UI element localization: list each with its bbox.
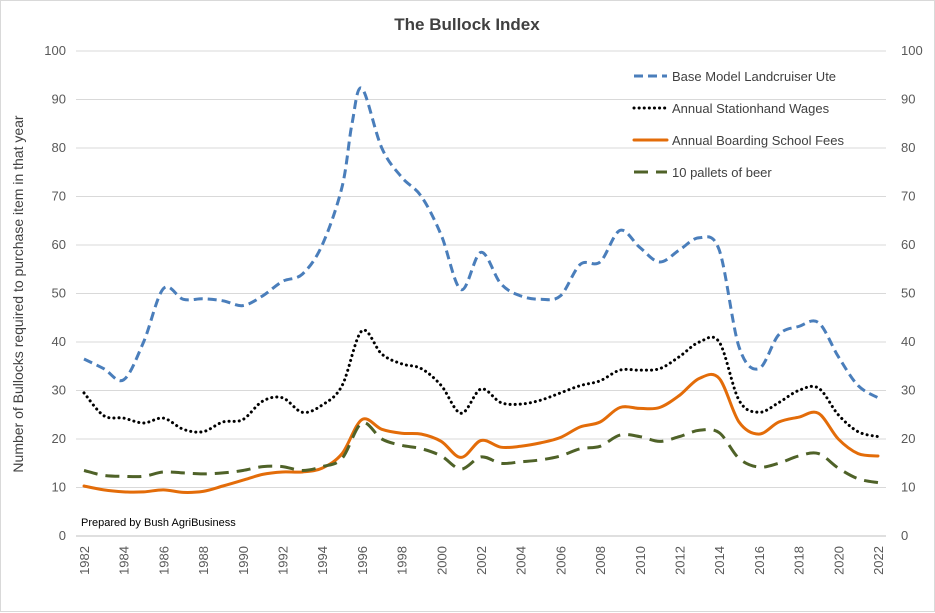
x-tick-label: 1990 — [236, 546, 251, 575]
y-axis-left-ticks: 0 10 20 30 40 50 60 70 80 90 100 — [44, 43, 66, 543]
series-line-2 — [82, 372, 880, 494]
y-tick-label-right: 90 — [901, 92, 915, 107]
y-tick-label-left: 20 — [52, 431, 66, 446]
y-tick-label-left: 100 — [44, 43, 66, 58]
y-tick-label-right: 80 — [901, 140, 915, 155]
legend-label: Annual Boarding School Fees — [672, 133, 845, 148]
x-tick-label: 1984 — [117, 546, 132, 575]
x-tick-label: 2014 — [712, 546, 727, 575]
legend-label: Base Model Landcruiser Ute — [672, 69, 836, 84]
y-tick-label-left: 30 — [52, 383, 66, 398]
y-tick-label-left: 0 — [59, 528, 66, 543]
y-tick-label-right: 10 — [901, 480, 915, 495]
series-line-3 — [83, 421, 879, 485]
x-tick-label: 2000 — [434, 546, 449, 575]
x-tick-label: 1986 — [156, 546, 171, 575]
x-tick-label: 1994 — [315, 546, 330, 575]
chart-title: The Bullock Index — [394, 15, 540, 34]
y-tick-label-left: 70 — [52, 189, 66, 204]
x-tick-label: 2010 — [633, 546, 648, 575]
source-annotation: Prepared by Bush AgriBusiness — [81, 517, 236, 529]
x-tick-label: 2012 — [673, 546, 688, 575]
x-tick-label: 2016 — [752, 546, 767, 575]
y-tick-label-left: 40 — [52, 334, 66, 349]
x-tick-label: 2002 — [474, 546, 489, 575]
y-tick-label-right: 30 — [901, 383, 915, 398]
y-tick-label-right: 50 — [901, 286, 915, 301]
x-tick-label: 1996 — [355, 546, 370, 575]
x-axis-ticks: 1982 1984 1986 1988 1990 1992 1994 1996 1998 2000… — [76, 535, 886, 575]
legend-label: 10 pallets of beer — [672, 165, 772, 180]
x-tick-label: 2018 — [792, 546, 807, 575]
gridlines — [76, 50, 886, 537]
legend-label: Annual Stationhand Wages — [672, 101, 830, 116]
series-lines — [82, 86, 880, 494]
x-tick-label: 1988 — [196, 546, 211, 575]
series-line-0 — [83, 86, 879, 400]
y-tick-label-right: 60 — [901, 237, 915, 252]
x-tick-label: 2022 — [871, 546, 886, 575]
series-line-1 — [82, 328, 880, 439]
y-tick-label-left: 60 — [52, 237, 66, 252]
legend: Base Model Landcruiser Ute Annual Station… — [632, 69, 845, 180]
y-tick-label-left: 90 — [52, 92, 66, 107]
y-tick-label-right: 100 — [901, 43, 923, 58]
y-tick-label-left: 50 — [52, 286, 66, 301]
x-tick-label: 2020 — [831, 546, 846, 575]
y-tick-label-right: 70 — [901, 189, 915, 204]
y-axis-label: Number of Bullocks required to purchase … — [10, 115, 26, 473]
y-tick-label-left: 80 — [52, 140, 66, 155]
x-tick-label: 1998 — [395, 546, 410, 575]
x-tick-label: 2006 — [553, 546, 568, 575]
x-tick-label: 1982 — [77, 546, 92, 575]
x-tick-label: 2008 — [593, 546, 608, 575]
y-tick-label-right: 20 — [901, 431, 915, 446]
y-tick-label-left: 10 — [52, 480, 66, 495]
y-tick-label-right: 40 — [901, 334, 915, 349]
y-axis-right-ticks: 0 10 20 30 40 50 60 70 80 90 100 — [901, 43, 923, 543]
x-tick-label: 2004 — [514, 546, 529, 575]
x-tick-label: 1992 — [276, 546, 291, 575]
y-tick-label-right: 0 — [901, 528, 908, 543]
